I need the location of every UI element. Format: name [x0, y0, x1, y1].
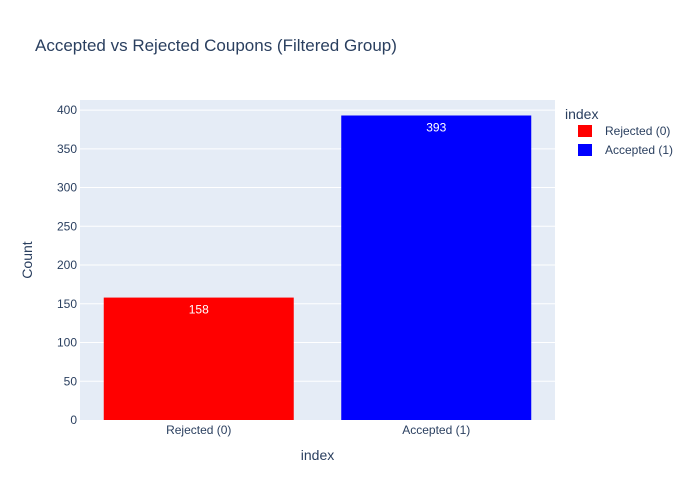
legend-entry[interactable]: Accepted (1) [605, 143, 673, 157]
y-axis-ticks: 0 50 100 150 200 250 300 350 400 [57, 103, 77, 427]
y-tick-label: 350 [57, 142, 77, 156]
legend-entry[interactable]: Rejected (0) [605, 124, 670, 138]
bar-accepted[interactable] [341, 115, 532, 420]
y-tick-label: 150 [57, 297, 77, 311]
y-tick-label: 250 [57, 219, 77, 233]
y-tick-label: 50 [64, 374, 78, 388]
y-tick-label: 0 [70, 413, 77, 427]
bar-value-label: 393 [426, 120, 446, 134]
x-tick-label: Accepted (1) [402, 423, 470, 437]
y-axis-label: Count [19, 241, 35, 278]
legend: index Rejected (0) Accepted (1) [565, 106, 673, 157]
y-tick-label: 200 [57, 258, 77, 272]
legend-swatch[interactable] [578, 125, 592, 137]
chart-title: Accepted vs Rejected Coupons (Filtered G… [35, 36, 397, 55]
x-tick-label: Rejected (0) [166, 423, 231, 437]
x-axis-label: index [301, 447, 334, 463]
y-tick-label: 300 [57, 181, 77, 195]
bar-value-label: 158 [189, 303, 209, 317]
legend-items: Rejected (0) Accepted (1) [578, 124, 673, 157]
data-labels: 158 393 [189, 120, 447, 316]
y-tick-label: 100 [57, 336, 77, 350]
y-tick-label: 400 [57, 103, 77, 117]
legend-swatch[interactable] [578, 144, 592, 156]
bars [103, 115, 532, 420]
legend-title: index [565, 106, 598, 122]
x-axis-ticks: Rejected (0) Accepted (1) [166, 423, 470, 437]
bar-rejected[interactable] [103, 297, 294, 420]
